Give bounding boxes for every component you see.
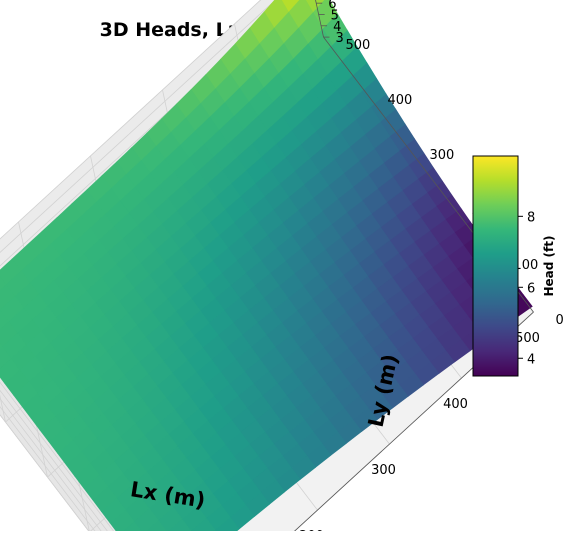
colorbar-tick-label: 6 bbox=[527, 281, 535, 296]
x-tick-label: 300 bbox=[371, 463, 396, 478]
surface-plot bbox=[0, 0, 532, 531]
y-tick-label: 500 bbox=[346, 38, 371, 53]
colorbar-tick-label: 4 bbox=[527, 352, 535, 367]
colorbar-gradient bbox=[473, 156, 518, 376]
y-tick-label: 0 bbox=[556, 313, 564, 328]
z-tick-label: 6 bbox=[328, 0, 336, 12]
colorbar-tick-label: 8 bbox=[527, 210, 535, 225]
y-tick-label: 400 bbox=[388, 93, 413, 108]
colorbar: 4 6 8 Head (ft) bbox=[473, 156, 556, 376]
y-tick-label: 300 bbox=[430, 148, 455, 163]
x-tick-label: 400 bbox=[443, 397, 468, 412]
z-tick-label: 7 bbox=[326, 0, 334, 1]
x-tick-label: 500 bbox=[515, 331, 540, 346]
colorbar-label: Head (ft) bbox=[542, 236, 556, 297]
